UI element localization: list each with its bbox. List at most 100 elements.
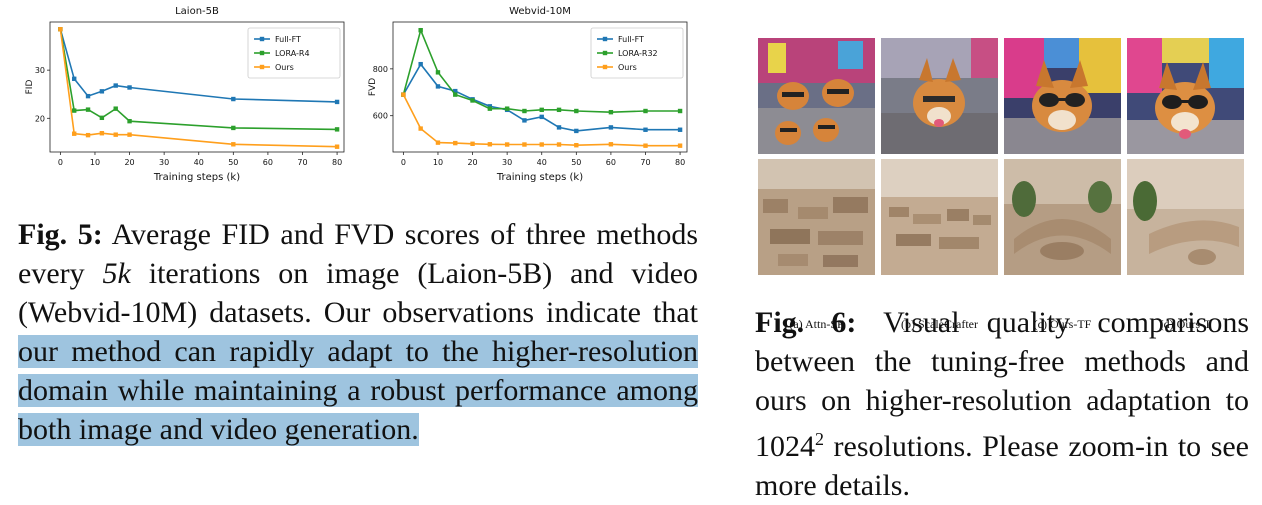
fig5-label: Fig. 5: xyxy=(18,218,103,251)
fvd-xtick-label: 20 xyxy=(467,158,477,167)
fvd-point xyxy=(556,125,562,130)
fvd-point xyxy=(608,109,614,115)
fvd-point xyxy=(574,128,579,134)
fvd-xtick-label: 30 xyxy=(502,158,512,167)
fvd-point xyxy=(418,61,423,67)
fid-point xyxy=(99,115,105,121)
fvd-point xyxy=(435,140,441,145)
fvd-xlabel: Training steps (k) xyxy=(496,172,583,183)
fid-title: Laion-5B xyxy=(175,6,219,17)
fid-xtick-label: 80 xyxy=(332,158,342,167)
fvd-legend-marker xyxy=(602,50,608,56)
fvd-ytick-label: 800 xyxy=(373,65,388,74)
fid-legend-label: Full-FT xyxy=(275,35,301,44)
fvd-point xyxy=(504,142,510,147)
fig6-caption-b: (b) ScaleCrafter xyxy=(901,317,978,331)
fvd-point xyxy=(574,143,579,148)
fvd-chart: Webvid-10M 0 10 20 30 40 50 60 70 80 600 800 Trainin… xyxy=(365,0,695,192)
fvd-frame xyxy=(392,21,688,153)
fvd-series-line-0 xyxy=(402,62,681,132)
fvd-xtick-label: 70 xyxy=(640,158,650,167)
fvd-point xyxy=(608,142,614,147)
fid-ylabel: FID xyxy=(25,80,35,95)
fid-xtick-label: 0 xyxy=(58,158,63,167)
fid-point xyxy=(113,132,118,137)
fvd-ytick-label: 600 xyxy=(373,112,388,121)
fid-legend-marker xyxy=(259,50,265,56)
fvd-xtick-label: 80 xyxy=(675,158,685,167)
fid-point xyxy=(85,132,91,138)
fid-point xyxy=(113,83,118,88)
fvd-legend-marker xyxy=(602,36,608,42)
fid-xtick-label: 30 xyxy=(159,158,169,167)
fid-xtick-label: 70 xyxy=(297,158,307,167)
fid-legend-label: LORA-R4 xyxy=(275,49,310,58)
fid-point xyxy=(85,93,91,99)
fvd-point xyxy=(522,142,527,147)
fig6-sup: 2 xyxy=(815,429,824,449)
fvd-point xyxy=(487,104,493,109)
fig6-caption-d: (d) Ours-T xyxy=(1159,317,1212,331)
fvd-point xyxy=(643,143,648,148)
corgi-image-attn-sf xyxy=(758,38,875,154)
fid-svg: Laion-5B 0 10 20 30 40 50 60 70 80 20 30 Training st… xyxy=(25,6,345,183)
corgi-image-ours-t xyxy=(1127,38,1244,154)
fvd-point xyxy=(677,143,683,148)
fvd-point xyxy=(504,106,510,111)
fid-point xyxy=(127,118,132,124)
fig5-highlight: our method can rapidly adapt to the high… xyxy=(18,335,698,446)
fvd-point xyxy=(556,142,562,147)
fid-point xyxy=(334,127,340,132)
fid-ytick-label: 30 xyxy=(35,66,45,75)
fvd-legend-label: Ours xyxy=(618,63,637,72)
room-image-scalecrafter xyxy=(881,159,998,275)
fvd-ylabel: FVD xyxy=(368,78,378,96)
fid-xtick-label: 10 xyxy=(90,158,100,167)
fvd-point xyxy=(677,108,683,114)
fig6-caption-a: (a) Attn-SF xyxy=(789,317,844,331)
room-image-ours-tf xyxy=(1004,159,1121,275)
fid-point xyxy=(99,89,105,94)
fig6-text-2: resolutions. Please zoom-in to see more … xyxy=(755,430,1249,502)
fvd-point xyxy=(643,108,648,114)
fvd-xtick-label: 0 xyxy=(401,158,406,167)
fid-xtick-label: 20 xyxy=(124,158,134,167)
fid-point xyxy=(127,132,132,137)
fig6-text-1: Visual quality comparisons between the t… xyxy=(755,306,1249,463)
fvd-point xyxy=(539,107,544,113)
fig6-label: Fig. 6: xyxy=(755,306,857,339)
fvd-xtick-label: 40 xyxy=(537,158,547,167)
fid-point xyxy=(334,144,340,149)
fid-point xyxy=(127,85,132,90)
fvd-point xyxy=(522,108,527,114)
fig6-caption-c: (c) Ours-TF xyxy=(1033,317,1092,331)
fvd-point xyxy=(418,27,423,33)
fid-series-line-0 xyxy=(59,28,338,103)
fvd-point xyxy=(539,114,544,120)
fvd-point xyxy=(418,126,423,131)
fid-series-line-2 xyxy=(59,29,338,148)
fvd-point xyxy=(539,142,544,147)
fvd-point xyxy=(453,140,458,146)
fid-legend-box xyxy=(247,27,341,79)
fid-xtick-label: 40 xyxy=(194,158,204,167)
fid-point xyxy=(113,106,118,111)
fid-point xyxy=(334,99,340,105)
fvd-point xyxy=(453,92,458,97)
fid-legend-marker xyxy=(259,64,265,70)
fvd-point xyxy=(556,107,562,113)
fid-point xyxy=(231,96,236,102)
fvd-point xyxy=(435,70,441,75)
fvd-point xyxy=(470,98,475,103)
fvd-svg: Webvid-10M 0 10 20 30 40 50 60 70 80 600 800 Trainin… xyxy=(368,6,688,183)
fid-point xyxy=(231,125,236,131)
fvd-series-line-2 xyxy=(402,94,681,147)
fid-xlabel: Training steps (k) xyxy=(153,172,240,183)
fig5-text-2: iterations on image (Laion-5B) and video… xyxy=(18,257,699,329)
fid-legend-marker xyxy=(259,36,265,42)
fig5-text-1: Average FID and FVD scores of three meth… xyxy=(18,218,698,290)
fid-chart: Laion-5B 0 10 20 30 40 50 60 70 80 20 30 Training st… xyxy=(22,0,352,192)
fvd-point xyxy=(487,106,493,111)
fvd-point xyxy=(677,127,683,132)
fid-legend-label: Ours xyxy=(275,63,294,72)
